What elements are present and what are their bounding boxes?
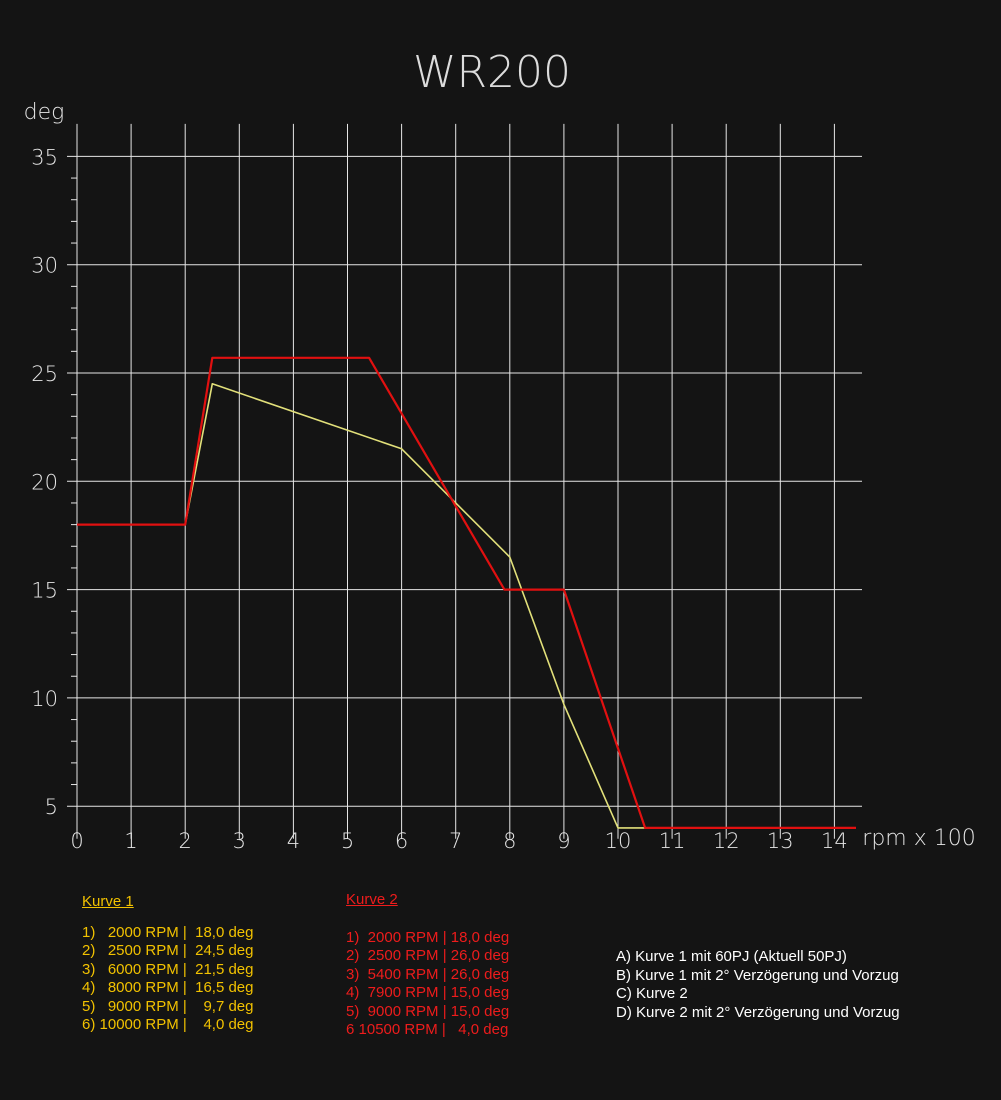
kurve2-row: 5) 9000 RPM | 15,0 deg [346,1002,510,1020]
chart: WR200 deg rpm x 100 0 1 2 3 4 5 6 7 8 9 10 11 12 13 14… [24,47,976,853]
x-tick-label: 8 [503,829,516,853]
kurve2-row: 1) 2000 RPM | 18,0 deg [346,928,510,946]
x-tick-label: 6 [395,829,408,853]
y-tick-label: 20 [31,470,58,494]
kurve2-row: 3) 5400 RPM | 26,0 deg [346,965,510,983]
y-tick-label: 25 [31,362,58,386]
kurve1-title: Kurve 1 [82,893,134,910]
notes-block: A) Kurve 1 mit 60PJ (Aktuell 50PJ) B) Ku… [616,948,900,1022]
note-line: B) Kurve 1 mit 2° Verzögerung und Vorzug [616,966,899,984]
y-tick-label: 5 [45,795,58,819]
x-tick-label: 11 [659,829,686,853]
kurve2-row: 4) 7900 RPM | 15,0 deg [346,984,510,1001]
kurve2-row: 6 10500 RPM | 4,0 deg [346,1021,509,1038]
kurve2-legend: Kurve 2 1) 2000 RPM | 18,0 deg 2) 2500 R… [346,891,509,1040]
kurve1-legend: Kurve 1 1) 2000 RPM | 18,0 deg 2) 2500 R… [82,893,254,1035]
x-tick-label: 12 [713,829,740,853]
x-tick-label: 4 [287,829,300,853]
x-tick-label: 7 [449,829,462,853]
series-line-kurve2 [77,356,856,830]
y-tick-label: 10 [31,687,58,711]
y-tick-label: 15 [31,579,58,603]
kurve1-row: 4) 8000 RPM | 16,5 deg [82,979,254,996]
x-tick-label: 3 [233,829,246,853]
x-axis-label: rpm x 100 [862,826,975,851]
x-tick-label: 13 [767,829,794,853]
note-line: A) Kurve 1 mit 60PJ (Aktuell 50PJ) [616,948,847,965]
kurve1-row: 5) 9000 RPM | 9,7 deg [82,997,254,1015]
series-line-kurve1 [77,382,856,829]
series-layer [77,356,856,830]
kurve1-row: 3) 6000 RPM | 21,5 deg [82,960,254,978]
y-tick-label: 35 [31,145,58,169]
x-tick-label: 1 [124,829,137,853]
y-tick-label: 30 [31,254,58,278]
kurve1-row: 2) 2500 RPM | 24,5 deg [82,942,254,959]
x-tick-label: 5 [341,829,354,853]
y-minor-ticks [71,177,77,786]
x-tick-label: 0 [70,829,83,853]
note-line: C) Kurve 2 [616,985,688,1002]
x-tick-label: 2 [179,829,192,853]
x-tick-label: 14 [821,829,848,853]
chart-title: WR200 [413,47,571,98]
note-line: D) Kurve 2 mit 2° Verzögerung und Vorzug [616,1003,900,1021]
kurve2-row: 2) 2500 RPM | 26,0 deg [346,947,510,964]
x-tick-label: 10 [605,829,632,853]
x-tick-label: 9 [557,829,570,853]
grid [67,123,862,839]
kurve1-row: 1) 2000 RPM | 18,0 deg [82,923,254,941]
y-axis-label: deg [24,100,65,125]
kurve1-row: 6) 10000 RPM | 4,0 deg [82,1016,254,1033]
kurve2-title: Kurve 2 [346,891,398,908]
